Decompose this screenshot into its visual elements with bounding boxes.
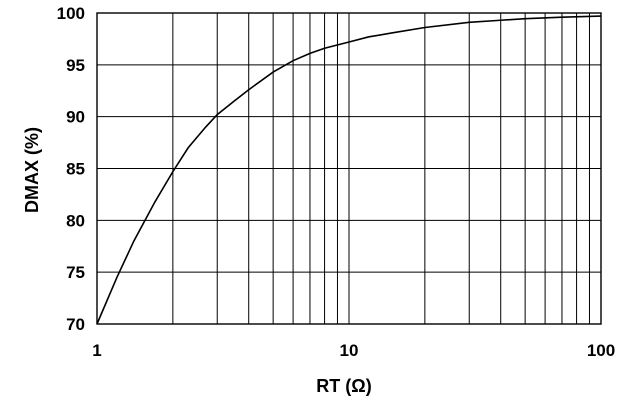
plot-frame <box>96 12 602 325</box>
y-axis-label: DMAX (%) <box>22 127 42 213</box>
y-tick-label: 70 <box>66 315 85 334</box>
dmax-curve <box>96 15 602 325</box>
x-tick-labels: 1 10 100 <box>92 341 615 360</box>
y-tick-label: 100 <box>57 4 85 23</box>
x-tick-label: 100 <box>587 341 615 360</box>
x-tick-label: 1 <box>92 341 101 360</box>
y-tick-label: 80 <box>66 211 85 230</box>
y-tick-label: 85 <box>66 160 85 179</box>
x-axis-label: RT (Ω) <box>316 376 371 396</box>
y-tick-labels: 70 75 80 85 90 95 100 <box>57 4 85 334</box>
x-tick-label: 10 <box>340 341 359 360</box>
y-tick-label: 75 <box>66 263 85 282</box>
y-tick-label: 95 <box>66 56 85 75</box>
grid <box>97 13 601 324</box>
y-tick-label: 90 <box>66 108 85 127</box>
